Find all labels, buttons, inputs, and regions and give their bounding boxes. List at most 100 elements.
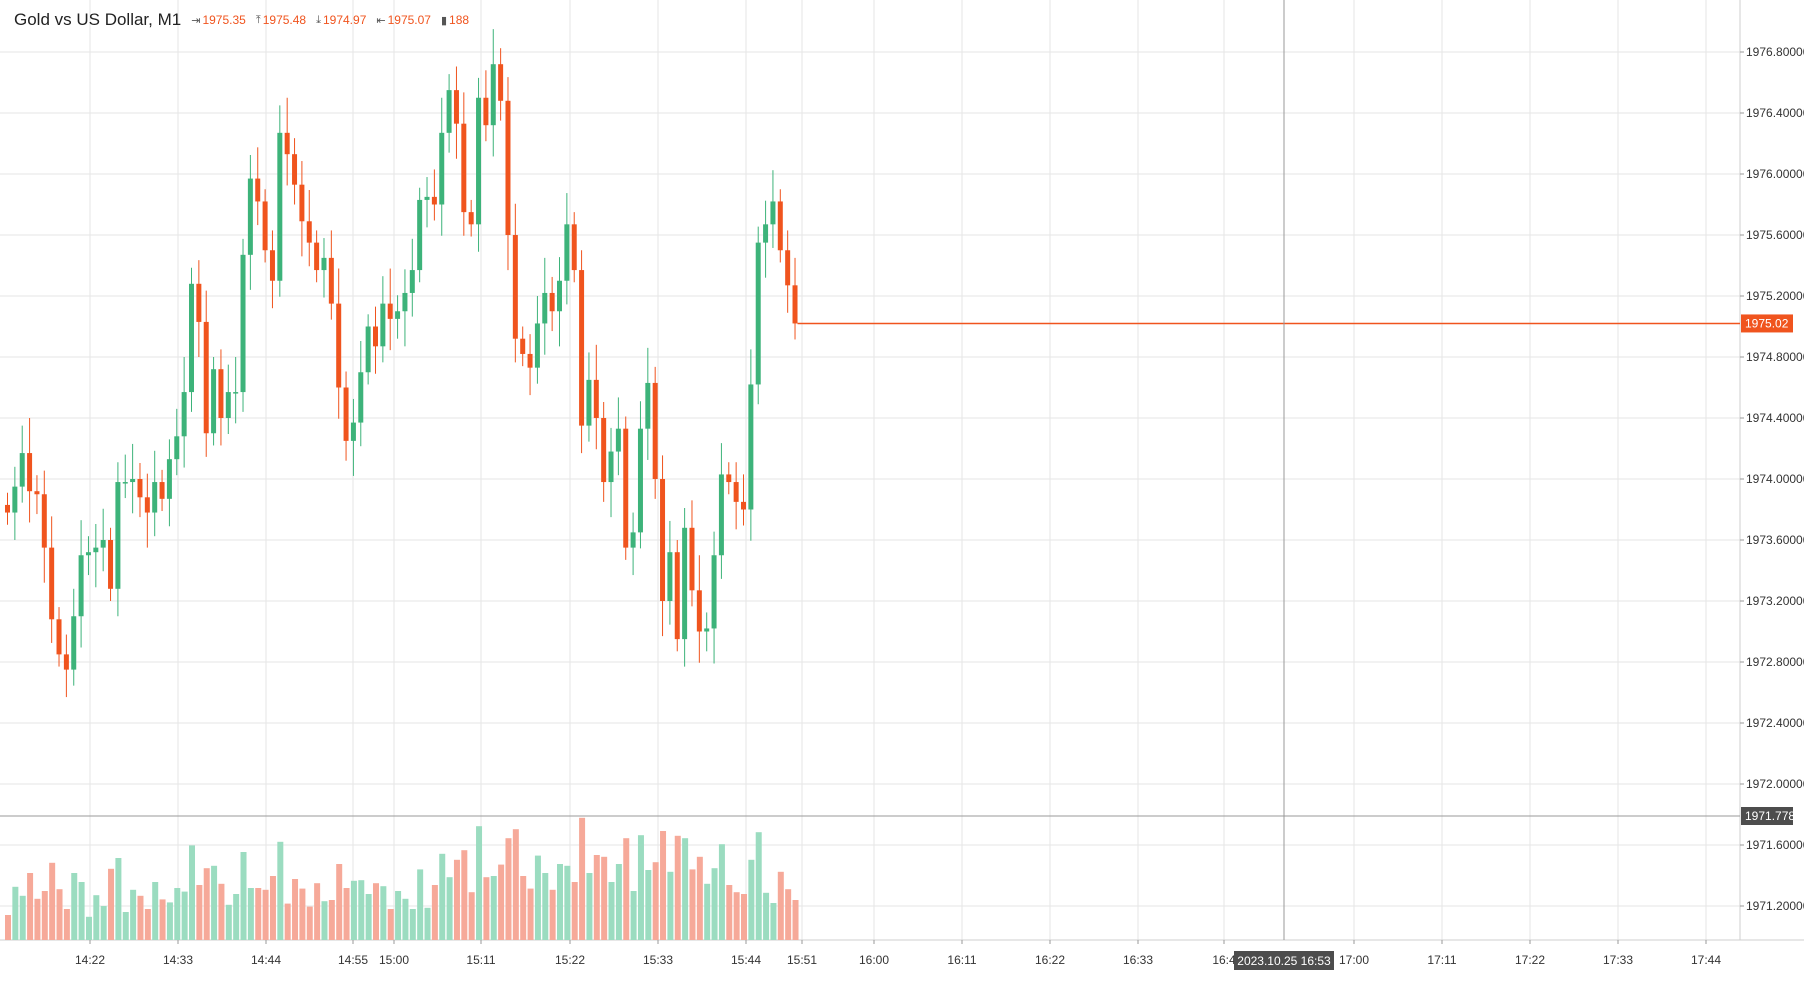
candle-body <box>520 338 526 354</box>
candle-body <box>586 379 592 426</box>
volume-bar <box>630 891 637 940</box>
volume-bar <box>711 868 718 940</box>
volume-bar <box>189 845 195 940</box>
volume-value: ▮ 188 <box>441 13 469 27</box>
volume-bar <box>211 865 218 940</box>
candle-body <box>468 212 474 225</box>
price-tick-label: 1971.60000 <box>1746 838 1804 852</box>
volume-bar <box>402 898 409 940</box>
candle-body <box>218 369 224 418</box>
chart-header: Gold vs US Dollar, M1 ⇥ 1975.35 ⤒ 1975.4… <box>14 8 469 32</box>
candle-body <box>240 254 246 393</box>
volume-bar <box>85 916 92 940</box>
ohlc-readout: ⇥ 1975.35 ⤒ 1975.48 ⤓ 1974.97 ⇤ 1975.07 … <box>191 13 469 27</box>
candle-body <box>49 547 55 620</box>
volume-value-text: 188 <box>449 13 470 27</box>
candle-body <box>608 451 614 483</box>
low-value-text: 1974.97 <box>322 13 367 27</box>
volume-bars <box>5 817 799 940</box>
volume-bar <box>12 886 19 940</box>
candle-body <box>108 540 114 589</box>
volume-bar <box>108 868 115 940</box>
candle-body <box>189 283 194 393</box>
open-value: ⇥ 1975.35 <box>191 13 246 27</box>
volume-bar <box>682 838 689 940</box>
candle-body <box>696 590 702 632</box>
volume-bar <box>726 885 733 940</box>
candle-body <box>144 497 150 513</box>
candle-body <box>601 418 607 483</box>
candle-body <box>402 292 408 312</box>
time-tick-label: 17:00 <box>1339 953 1369 967</box>
candle-body <box>380 303 386 347</box>
candle-body <box>343 387 349 441</box>
candle-body <box>417 199 423 271</box>
price-tick-label: 1973.60000 <box>1746 533 1804 547</box>
volume-bar <box>27 873 34 940</box>
volume-bar <box>424 907 431 940</box>
volume-bar <box>269 876 276 940</box>
candle-body <box>748 384 754 510</box>
candle-body <box>225 392 231 418</box>
time-tick-label: 16:33 <box>1123 953 1153 967</box>
volume-bar <box>292 879 299 940</box>
volume-bar <box>247 888 254 940</box>
candle-body <box>660 479 666 601</box>
volume-bar <box>321 901 328 940</box>
candle-body <box>755 242 761 385</box>
volume-bar <box>306 906 313 940</box>
volume-bar <box>637 835 644 940</box>
candle-body <box>652 382 658 479</box>
volume-bar <box>483 877 490 940</box>
high-value: ⤒ 1975.48 <box>256 13 306 27</box>
candle-body <box>269 250 275 281</box>
volume-bar <box>144 909 151 940</box>
candle-body <box>373 326 378 347</box>
candle-body <box>579 270 585 426</box>
close-icon: ⇤ <box>376 14 386 27</box>
volume-bar <box>755 832 762 940</box>
candle-body <box>85 552 91 556</box>
time-tick-label: 15:00 <box>379 953 409 967</box>
volume-bar <box>542 873 549 940</box>
candle-body <box>130 479 136 483</box>
candle-body <box>777 201 783 251</box>
volume-bar <box>233 894 240 940</box>
low-value: ⤓ 1974.97 <box>316 13 366 27</box>
candle-body <box>785 250 791 286</box>
volume-bar <box>785 889 792 940</box>
volume-bar <box>314 883 321 940</box>
time-tick-label: 15:33 <box>643 953 673 967</box>
last-price-badge-bg <box>1741 314 1793 333</box>
close-value-text: 1975.07 <box>387 13 431 27</box>
candle-body <box>5 504 10 513</box>
candle-body <box>741 501 746 510</box>
time-tick-label: 16:11 <box>947 953 976 967</box>
candle-body <box>571 224 577 271</box>
time-tick-label: 17:22 <box>1515 953 1545 967</box>
time-tick-label: 14:33 <box>163 953 193 967</box>
volume-bar <box>174 888 181 940</box>
volume-bar <box>152 882 159 940</box>
volume-bar <box>593 855 600 940</box>
price-tick-label: 1972.80000 <box>1746 655 1804 669</box>
volume-bar <box>571 882 578 940</box>
time-tick-label: 14:44 <box>251 953 281 967</box>
open-icon: ⇥ <box>191 14 201 27</box>
volume-bar <box>181 891 188 940</box>
candle-body <box>623 428 629 548</box>
time-tick-label: 16:22 <box>1035 953 1065 967</box>
candle-body <box>431 196 437 205</box>
time-axis[interactable]: 14:22 14:33 14:44 14:55 15:00 15:11 15:22 15:33… <box>75 940 1721 967</box>
volume-bar <box>431 885 438 940</box>
candle-body <box>159 482 165 499</box>
price-axis[interactable]: 1976.80000 1976.40000 1976.00000 1975.60000… <box>1740 45 1804 913</box>
volume-bar <box>770 903 777 940</box>
volume-bar <box>49 862 56 940</box>
volume-bar <box>100 906 107 940</box>
volume-bar <box>409 909 416 940</box>
volume-bar <box>380 886 387 940</box>
volume-bar <box>557 864 563 940</box>
